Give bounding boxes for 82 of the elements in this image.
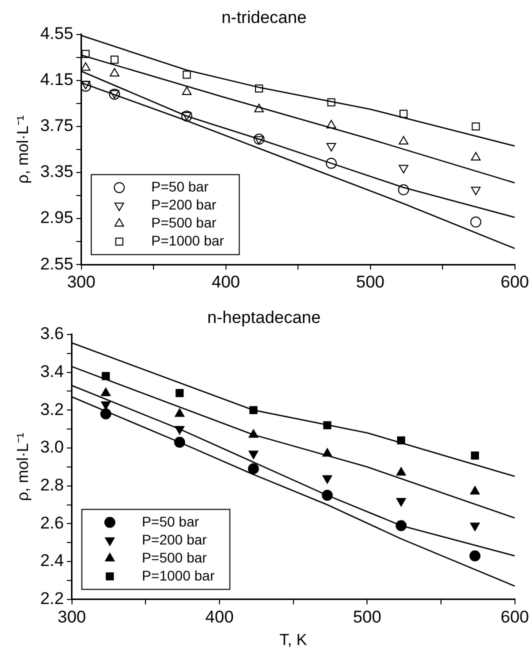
- point: [469, 550, 480, 562]
- point: [176, 389, 184, 398]
- y-tick-label: 3.6: [40, 324, 64, 344]
- point: [100, 401, 111, 410]
- point: [182, 70, 191, 79]
- y-tick-label: 3.0: [40, 438, 64, 457]
- y-tick-label: 2.95: [40, 208, 74, 228]
- point: [248, 463, 259, 474]
- point: [470, 452, 479, 460]
- legend-label: P=500 bar: [151, 214, 217, 230]
- point: [326, 158, 337, 169]
- point: [81, 80, 90, 90]
- x-tick-label: 300: [58, 607, 86, 626]
- point: [254, 104, 264, 112]
- point: [81, 80, 92, 92]
- point: [110, 68, 120, 77]
- point: [327, 98, 336, 106]
- point: [470, 522, 480, 532]
- legend-label: P=200 bar: [151, 196, 217, 212]
- point: [182, 86, 192, 95]
- y-tick-label: 4.55: [40, 24, 74, 44]
- point: [174, 426, 184, 435]
- x-tick-label: 400: [212, 272, 240, 292]
- chart-title: n-tridecane: [221, 8, 307, 27]
- point: [400, 110, 408, 118]
- point: [398, 184, 410, 196]
- y-tick-label: 2.4: [40, 551, 64, 570]
- y-tick-label: 3.4: [40, 362, 64, 381]
- point: [470, 186, 481, 196]
- x-tick-label: 400: [205, 607, 234, 626]
- point: [102, 372, 110, 380]
- point: [322, 448, 332, 457]
- x-axis-title: T, K: [280, 632, 308, 649]
- y-tick-label: 4.15: [40, 70, 74, 90]
- point: [470, 216, 482, 228]
- y-tick-label: 2.55: [40, 254, 74, 274]
- legend-label: P=1000 bar: [142, 567, 215, 584]
- point: [326, 143, 336, 152]
- point: [82, 50, 90, 58]
- point: [472, 122, 480, 131]
- point: [398, 164, 408, 174]
- point: [255, 84, 264, 93]
- x-tick-label: 500: [356, 272, 384, 292]
- legend-label: P=200 bar: [142, 531, 208, 548]
- point: [396, 467, 406, 476]
- point: [110, 56, 119, 64]
- legend-label: P=1000 bar: [151, 232, 224, 248]
- point: [248, 429, 258, 438]
- point: [100, 388, 111, 396]
- point: [174, 408, 184, 417]
- point: [249, 406, 258, 414]
- point: [396, 498, 406, 506]
- point: [322, 490, 333, 501]
- legend-label: P=50 bar: [151, 178, 209, 194]
- legend-label: P=500 bar: [142, 549, 208, 566]
- point: [248, 450, 258, 460]
- point: [323, 421, 332, 430]
- x-tick-label: 600: [500, 607, 530, 626]
- y-tick-label: 3.75: [40, 116, 74, 136]
- point: [174, 436, 186, 448]
- chart-title: n-heptadecane: [207, 308, 321, 327]
- point: [326, 120, 336, 128]
- point: [254, 134, 265, 145]
- legend-label: P=50 bar: [142, 513, 200, 530]
- point: [322, 475, 332, 484]
- point: [100, 408, 112, 420]
- point: [254, 136, 264, 145]
- x-tick-label: 300: [67, 272, 96, 292]
- y-axis-title: ρ, mol·L⁻¹: [15, 432, 32, 502]
- point: [397, 436, 406, 444]
- y-tick-label: 2.8: [40, 476, 64, 495]
- point: [470, 486, 480, 495]
- y-axis-title: ρ, mol·L⁻¹: [15, 115, 32, 184]
- x-tick-label: 500: [352, 607, 382, 626]
- point: [470, 152, 481, 161]
- y-tick-label: 2.6: [40, 513, 64, 532]
- x-tick-label: 600: [500, 272, 530, 292]
- y-tick-label: 3.2: [40, 400, 64, 419]
- point: [396, 520, 407, 532]
- y-tick-label: 2.2: [40, 589, 64, 608]
- point: [81, 62, 90, 71]
- y-tick-label: 3.35: [40, 162, 74, 182]
